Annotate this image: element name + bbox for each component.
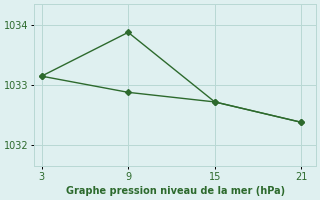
X-axis label: Graphe pression niveau de la mer (hPa): Graphe pression niveau de la mer (hPa) <box>66 186 285 196</box>
